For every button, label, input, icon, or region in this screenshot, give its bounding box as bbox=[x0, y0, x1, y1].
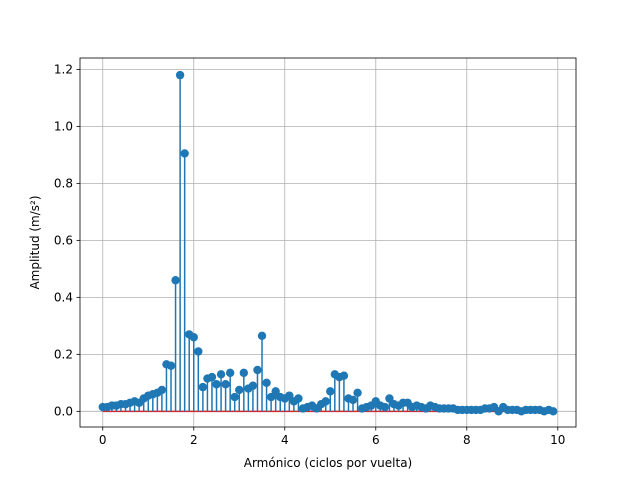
stem-marker bbox=[166, 361, 176, 370]
x-tick-label: 6 bbox=[372, 433, 380, 447]
stem-marker bbox=[212, 380, 221, 389]
y-tick-label: 0.4 bbox=[54, 291, 73, 305]
stem-marker bbox=[194, 347, 203, 356]
y-tick-label: 1.0 bbox=[54, 120, 73, 134]
x-tick-label: 8 bbox=[463, 433, 471, 447]
stem-marker bbox=[198, 382, 208, 392]
stem-marker bbox=[294, 394, 303, 403]
stem-marker bbox=[326, 387, 335, 396]
y-tick-label: 0.6 bbox=[54, 234, 73, 248]
stem-marker bbox=[549, 407, 558, 416]
stem-marker bbox=[157, 385, 167, 395]
stem-marker bbox=[248, 381, 258, 390]
x-tick-label: 10 bbox=[550, 433, 565, 447]
stem-marker bbox=[180, 149, 189, 158]
stem-marker bbox=[271, 387, 280, 396]
grid bbox=[80, 58, 576, 427]
stem-marker bbox=[285, 391, 294, 400]
stem-marker bbox=[353, 388, 362, 398]
stem-marker bbox=[230, 392, 239, 402]
stem-marker bbox=[216, 370, 226, 379]
y-tick-label: 0.8 bbox=[54, 177, 73, 191]
stem-marker bbox=[266, 392, 276, 402]
stem-marker bbox=[385, 394, 394, 403]
stem-marker bbox=[221, 380, 230, 389]
y-axis: 0.0 0.2 0.4 0.6 0.8 1.0 1.2 bbox=[54, 63, 80, 419]
stem-marker bbox=[171, 276, 180, 285]
y-tick-label: 0.0 bbox=[54, 405, 73, 419]
x-axis-label: Armónico (ciclos por vuelta) bbox=[244, 456, 412, 470]
x-tick-label: 2 bbox=[190, 433, 198, 447]
stem-marker bbox=[253, 365, 262, 375]
x-tick-label: 4 bbox=[281, 433, 289, 447]
stem-marker bbox=[189, 333, 198, 342]
axes-frame bbox=[79, 57, 577, 428]
stem-marker bbox=[225, 368, 235, 378]
stem-marker bbox=[239, 368, 249, 378]
stem-marker bbox=[175, 70, 185, 80]
x-tick-label: 0 bbox=[99, 433, 107, 447]
stem-marker bbox=[257, 331, 267, 341]
y-tick-label: 1.2 bbox=[54, 63, 73, 77]
stem-marker bbox=[321, 397, 330, 406]
x-axis: 0 2 4 6 8 10 bbox=[99, 427, 565, 447]
y-axis-label: Amplitud (m/s²) bbox=[28, 195, 42, 289]
plot-area bbox=[80, 58, 576, 427]
y-tick-label: 0.2 bbox=[54, 348, 73, 362]
stem-marker bbox=[380, 402, 390, 412]
stem-marker bbox=[207, 372, 217, 382]
stem-marker bbox=[339, 371, 349, 380]
stem-series bbox=[98, 70, 558, 416]
stem-marker bbox=[235, 385, 244, 395]
stem-marker bbox=[262, 378, 271, 388]
stem-marker bbox=[348, 395, 358, 405]
